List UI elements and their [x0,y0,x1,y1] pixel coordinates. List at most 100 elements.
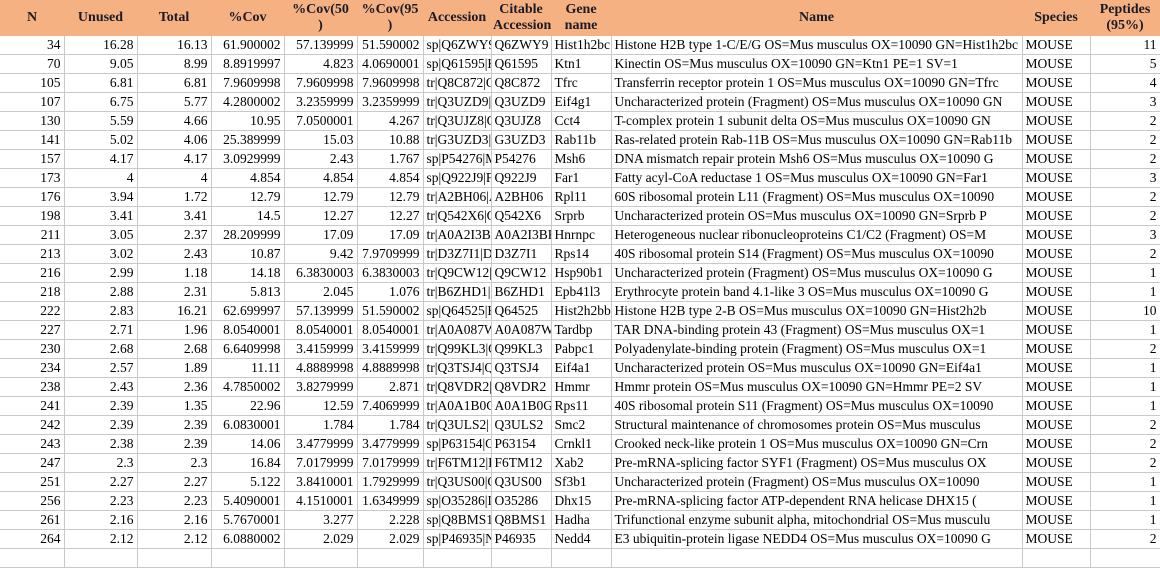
cell-cov50[interactable]: 4.1510001 [284,491,358,511]
cell-cov[interactable]: 7.9609998 [211,73,285,93]
cell-citable[interactable]: P46935 [491,529,552,549]
cell-cov[interactable]: 5.7670001 [211,510,285,530]
cell-unused[interactable]: 6.81 [64,73,138,93]
cell-species[interactable]: MOUSE [1022,187,1091,207]
cell-name[interactable]: DNA mismatch repair protein Msh6 OS=Mus … [611,149,1023,169]
cell-gene[interactable]: Sf3b1 [551,472,612,492]
cell-unused[interactable]: 3.05 [64,225,138,245]
cell-unused[interactable]: 2.38 [64,434,138,454]
cell-gene[interactable]: Tardbp [551,320,612,340]
cell-gene[interactable]: Dhx15 [551,491,612,511]
cell-total[interactable]: 2.12 [137,529,212,549]
cell-cov50[interactable]: 7.9609998 [284,73,358,93]
cell-gene[interactable]: Epb41l3 [551,282,612,302]
cell-cov[interactable]: 16.84 [211,453,285,473]
cell-cov95[interactable]: 1.767 [357,149,424,169]
cell-peptides[interactable]: 11 [1090,36,1160,55]
cell-gene[interactable]: Nedd4 [551,529,612,549]
cell-cov50[interactable]: 4.854 [284,168,358,188]
cell-species[interactable]: MOUSE [1022,453,1091,473]
cell-unused[interactable]: 5.02 [64,130,138,150]
cell-peptides[interactable]: 1 [1090,472,1160,492]
cell-cov50[interactable]: 57.139999 [284,36,358,55]
cell-gene[interactable]: Hsp90b1 [551,263,612,283]
cell-accession[interactable]: sp|Q922J9|F [423,168,492,188]
cell-total[interactable]: 2.37 [137,225,212,245]
cell-peptides[interactable]: 1 [1090,491,1160,511]
cell-unused[interactable]: 16.28 [64,36,138,55]
cell-cov95[interactable]: 3.2359999 [357,92,424,112]
cell-peptides[interactable]: 1 [1090,282,1160,302]
cell-total[interactable]: 2.43 [137,244,212,264]
cell-species[interactable]: MOUSE [1022,510,1091,530]
cell-accession[interactable]: tr|A2BH06|A [423,187,492,207]
column-header-peptides[interactable]: Peptides (95%) [1090,0,1160,36]
cell-unused[interactable]: 5.59 [64,111,138,131]
cell-name[interactable]: 60S ribosomal protein L11 (Fragment) OS=… [611,187,1023,207]
column-header-cov95[interactable]: %Cov(95 ) [357,0,423,36]
cell-accession[interactable]: sp|Q6ZWY9 [423,36,492,55]
cell-n[interactable]: 198 [0,206,65,226]
cell-gene[interactable]: Hist2h2bb [551,301,612,321]
cell-cov[interactable]: 8.0540001 [211,320,285,340]
cell-name[interactable]: Uncharacterized protein (Fragment) OS=Mu… [611,92,1023,112]
cell-peptides[interactable]: 2 [1090,130,1160,150]
cell-total[interactable]: 2.68 [137,339,212,359]
cell-species[interactable]: MOUSE [1022,339,1091,359]
cell-species[interactable]: MOUSE [1022,529,1091,549]
cell-cov50[interactable]: 17.09 [284,225,358,245]
cell-cov50[interactable]: 3.277 [284,510,358,530]
cell-n[interactable]: 230 [0,339,65,359]
cell-n[interactable]: 157 [0,149,65,169]
cell-species[interactable]: MOUSE [1022,206,1091,226]
cell-cov95[interactable]: 7.4069999 [357,396,424,416]
cell-accession[interactable]: tr|A0A1B0G [423,396,492,416]
cell-accession[interactable]: tr|A0A087W [423,320,492,340]
cell-name[interactable]: Polyadenylate-binding protein (Fragment)… [611,339,1023,359]
cell-unused[interactable]: 9.05 [64,54,138,74]
cell-n[interactable]: 141 [0,130,65,150]
cell-unused[interactable]: 2.12 [64,529,138,549]
cell-species[interactable]: MOUSE [1022,130,1091,150]
cell-gene[interactable]: Hadha [551,510,612,530]
cell-unused[interactable]: 2.39 [64,396,138,416]
cell-citable[interactable]: A0A087WS [491,320,552,340]
cell-cov95[interactable]: 51.590002 [357,36,424,55]
cell-species[interactable]: MOUSE [1022,434,1091,454]
column-header-unused[interactable]: Unused [64,0,137,36]
cell-cov95[interactable]: 12.79 [357,187,424,207]
cell-cov95[interactable]: 4.854 [357,168,424,188]
cell-n[interactable]: 227 [0,320,65,340]
cell-name[interactable]: T-complex protein 1 subunit delta OS=Mus… [611,111,1023,131]
cell-species[interactable]: MOUSE [1022,396,1091,416]
cell-total[interactable]: 4.66 [137,111,212,131]
cell-n[interactable]: 256 [0,491,65,511]
cell-name[interactable]: Erythrocyte protein band 4.1-like 3 OS=M… [611,282,1023,302]
cell-peptides[interactable]: 2 [1090,415,1160,435]
cell-cov50[interactable]: 12.79 [284,187,358,207]
cell-unused[interactable]: 2.83 [64,301,138,321]
cell-accession[interactable]: tr|D3Z7I1|D [423,244,492,264]
cell-unused[interactable]: 2.71 [64,320,138,340]
cell-peptides[interactable]: 2 [1090,529,1160,549]
cell-cov[interactable]: 10.95 [211,111,285,131]
cell-name[interactable]: Trifunctional enzyme subunit alpha, mito… [611,510,1023,530]
cell-cov[interactable]: 8.8919997 [211,54,285,74]
cell-total[interactable]: 2.36 [137,377,212,397]
cell-total[interactable]: 2.27 [137,472,212,492]
cell-citable[interactable]: Q99KL3 [491,339,552,359]
empty-cell[interactable] [284,548,358,568]
cell-species[interactable]: MOUSE [1022,491,1091,511]
cell-cov[interactable]: 4.854 [211,168,285,188]
cell-cov[interactable]: 12.79 [211,187,285,207]
cell-n[interactable]: 247 [0,453,65,473]
cell-cov95[interactable]: 1.784 [357,415,424,435]
cell-species[interactable]: MOUSE [1022,472,1091,492]
empty-cell[interactable] [551,548,612,568]
cell-citable[interactable]: Q3UJZ8 [491,111,552,131]
cell-cov[interactable]: 4.7850002 [211,377,285,397]
cell-unused[interactable]: 2.99 [64,263,138,283]
cell-n[interactable]: 173 [0,168,65,188]
cell-accession[interactable]: sp|O35286|I [423,491,492,511]
cell-cov50[interactable]: 57.139999 [284,301,358,321]
